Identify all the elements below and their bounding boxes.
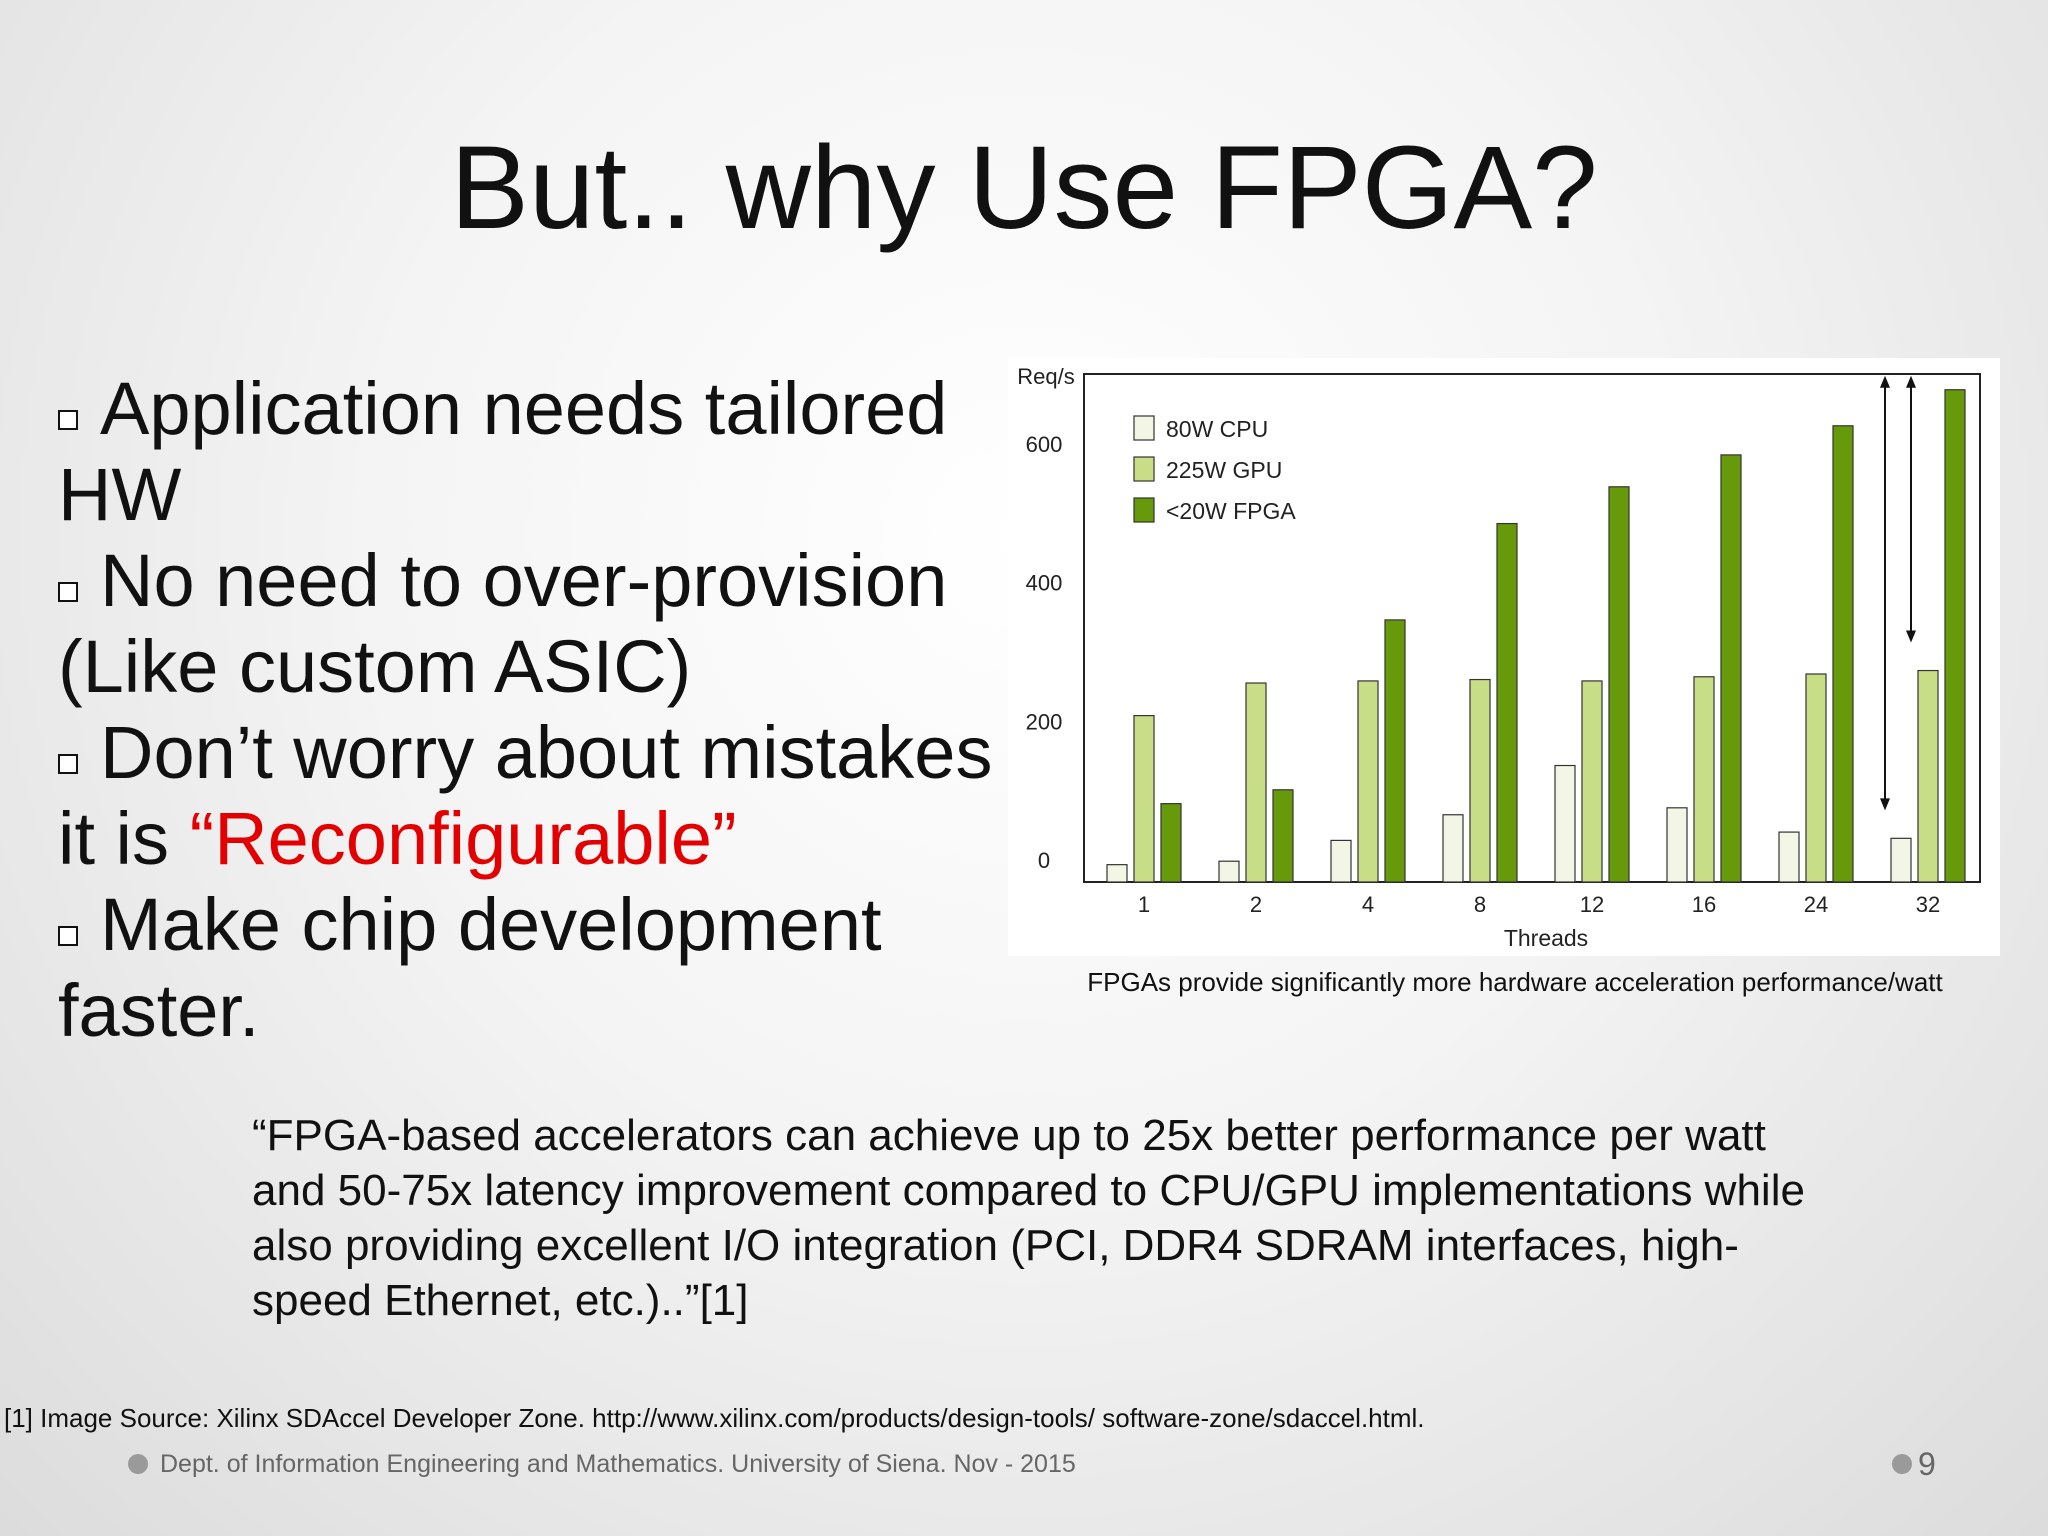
- slide-title: But.. why Use FPGA?: [450, 122, 1598, 254]
- chart-caption: FPGAs provide significantly more hardwar…: [1087, 967, 1943, 997]
- legend-label: 80W CPU: [1166, 416, 1268, 442]
- legend-swatch: [1133, 456, 1155, 482]
- bar-225w-gpu: [1581, 680, 1603, 883]
- bullet-item: Application needs tailored HW: [58, 366, 1018, 538]
- x-tick-label: 12: [1580, 892, 1604, 917]
- x-tick-label: 4: [1362, 892, 1374, 917]
- legend-swatch: [1133, 497, 1155, 523]
- square-bullet-icon: [58, 754, 78, 774]
- bar-225w-gpu: [1917, 669, 1939, 883]
- footer-dot-icon: [128, 1454, 148, 1474]
- bar-80w-cpu: [1778, 831, 1800, 883]
- y-tick-label: 200: [1026, 709, 1063, 734]
- bar-80w-cpu: [1890, 837, 1912, 883]
- bar-225w-gpu: [1245, 682, 1267, 883]
- bullet-item: No need to over-provision (Like custom A…: [58, 538, 1018, 710]
- legend-swatch: [1133, 415, 1155, 441]
- bar--20w-fpga: [1608, 486, 1630, 883]
- bar-80w-cpu: [1442, 814, 1464, 883]
- x-tick-label: 2: [1250, 892, 1262, 917]
- bullet-text: No need to over-provision (Like custom A…: [58, 539, 948, 708]
- y-axis-label: Req/s: [1017, 364, 1074, 389]
- y-tick-label: 600: [1026, 432, 1063, 457]
- bar--20w-fpga: [1272, 789, 1294, 883]
- footer-text: Dept. of Information Engineering and Mat…: [160, 1450, 1076, 1478]
- bullet-item: Make chip development faster.: [58, 882, 1018, 1054]
- cpu-gap-arrow-head-down: [1880, 798, 1890, 811]
- page-number-text: 9: [1918, 1446, 1936, 1482]
- bar-80w-cpu: [1106, 864, 1128, 883]
- x-tick-label: 16: [1692, 892, 1716, 917]
- bar--20w-fpga: [1384, 619, 1406, 883]
- square-bullet-icon: [58, 410, 78, 430]
- legend-label: <20W FPGA: [1166, 498, 1296, 524]
- square-bullet-icon: [58, 582, 78, 602]
- chart-panel: Req/s 0 200 400 600 1 2 4 8 12 16 24 32 Threads 80W CP…: [1008, 358, 2000, 956]
- quote-text: “FPGA-based accelerators can achieve up …: [252, 1111, 1805, 1325]
- bar-80w-cpu: [1554, 764, 1576, 883]
- reconfigurable-highlight: “Reconfigurable”: [189, 797, 737, 880]
- bar--20w-fpga: [1720, 454, 1742, 883]
- bar--20w-fpga: [1944, 389, 1966, 883]
- bar-225w-gpu: [1133, 715, 1155, 883]
- bullet-list: Application needs tailored HW No need to…: [58, 366, 1018, 1054]
- x-tick-label: 24: [1804, 892, 1828, 917]
- bar--20w-fpga: [1496, 522, 1518, 883]
- gpu-gap-arrow-head-down: [1906, 630, 1916, 643]
- bar-80w-cpu: [1666, 807, 1688, 883]
- cpu-gap-arrow-head-up: [1880, 375, 1890, 388]
- gpu-gap-arrow-head-up: [1906, 375, 1916, 388]
- page-number: 9: [1892, 1446, 1936, 1482]
- bar-225w-gpu: [1693, 676, 1715, 883]
- plot-frame: [1083, 373, 1981, 883]
- y-tick-label: 0: [1038, 848, 1050, 873]
- bar-225w-gpu: [1357, 680, 1379, 883]
- x-tick-label: 32: [1916, 892, 1940, 917]
- bullet-item: Don’t worry about mistakes it is “Reconf…: [58, 710, 1018, 882]
- x-tick-label: 1: [1138, 892, 1150, 917]
- bullet-text: Application needs tailored HW: [58, 367, 948, 536]
- x-tick-label: 8: [1474, 892, 1486, 917]
- bar-80w-cpu: [1330, 839, 1352, 883]
- bar-225w-gpu: [1805, 673, 1827, 883]
- bullet-text: Don’t worry about mistakes it is: [58, 711, 993, 880]
- x-axis-label: Threads: [1504, 925, 1588, 951]
- bar-80w-cpu: [1218, 860, 1240, 883]
- y-tick-label: 400: [1026, 571, 1063, 596]
- page-dot-icon: [1892, 1454, 1912, 1474]
- bar--20w-fpga: [1160, 803, 1182, 883]
- square-bullet-icon: [58, 926, 78, 946]
- bar-225w-gpu: [1469, 678, 1491, 883]
- bullet-text: Make chip development faster.: [58, 883, 882, 1052]
- legend-label: 225W GPU: [1166, 457, 1282, 483]
- bar--20w-fpga: [1832, 425, 1854, 883]
- footer: Dept. of Information Engineering and Mat…: [128, 1448, 1076, 1480]
- image-source-note: [1] Image Source: Xilinx SDAccel Develop…: [4, 1403, 1425, 1433]
